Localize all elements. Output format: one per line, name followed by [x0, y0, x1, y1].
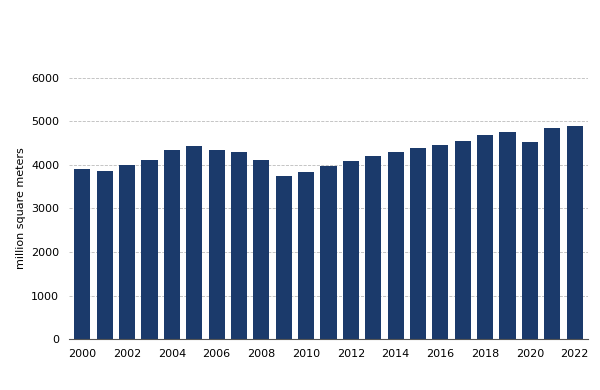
Bar — [499, 132, 515, 339]
Bar — [276, 176, 292, 339]
Bar — [209, 150, 224, 339]
Bar — [477, 135, 493, 339]
Bar — [164, 150, 180, 339]
Bar — [388, 152, 404, 339]
Bar — [410, 148, 426, 339]
Bar — [74, 169, 91, 339]
Bar — [186, 145, 202, 339]
Bar — [365, 156, 381, 339]
Bar — [97, 171, 113, 339]
Bar — [253, 160, 269, 339]
Bar — [544, 128, 560, 339]
Bar — [298, 172, 314, 339]
Bar — [320, 166, 337, 339]
Bar — [432, 145, 448, 339]
Bar — [566, 126, 583, 339]
Bar — [119, 165, 135, 339]
Bar — [343, 161, 359, 339]
Bar — [142, 160, 158, 339]
Y-axis label: million square meters: million square meters — [16, 147, 26, 269]
Bar — [522, 142, 538, 339]
Bar — [455, 141, 471, 339]
Bar — [231, 152, 247, 339]
Text: Figure 3-1.
Global Carpet & Rug Demand,
2000 – 2022
(million square meters): Figure 3-1. Global Carpet & Rug Demand, … — [7, 4, 194, 55]
